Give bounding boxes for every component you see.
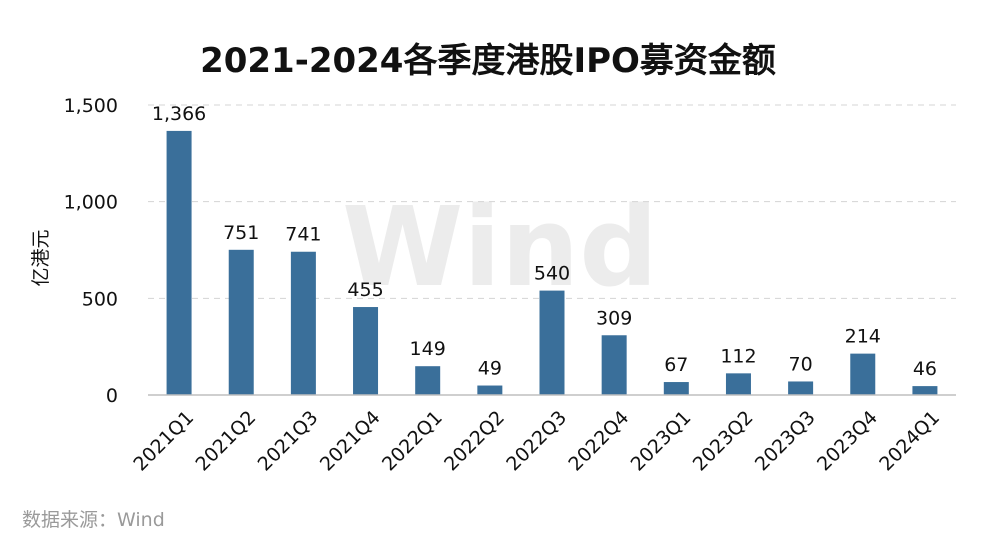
bar-2021Q3 <box>290 251 316 395</box>
bars <box>166 130 938 395</box>
x-tick-label: 2023Q2 <box>689 407 758 476</box>
data-label-2024Q1: 46 <box>913 358 937 380</box>
data-label-2023Q1: 67 <box>664 354 688 376</box>
data-label-2022Q2: 49 <box>478 358 502 380</box>
data-label-2022Q4: 309 <box>596 307 632 329</box>
y-axis-ticks: 0 500 1,000 1,500 <box>64 95 118 407</box>
x-tick-label: 2021Q1 <box>129 407 198 476</box>
data-label-2023Q3: 70 <box>789 353 813 375</box>
data-label-2021Q1: 1,366 <box>152 103 206 125</box>
y-tick-label: 1,000 <box>64 192 118 214</box>
bar-2022Q1 <box>415 366 441 395</box>
bar-2023Q3 <box>788 381 814 395</box>
bar-2022Q4 <box>601 335 627 395</box>
data-label-2022Q3: 540 <box>534 263 570 285</box>
y-tick-label: 500 <box>82 288 118 310</box>
y-tick-label: 0 <box>106 385 118 407</box>
x-tick-label: 2021Q2 <box>192 407 261 476</box>
data-label-2021Q4: 455 <box>347 279 383 301</box>
x-tick-label: 2021Q4 <box>316 407 385 476</box>
x-tick-label: 2021Q3 <box>254 407 323 476</box>
data-labels: 1,366 751 741 455 149 49 540 309 67 112 70 214 46 <box>152 103 937 380</box>
data-label-2021Q3: 741 <box>285 224 321 246</box>
bar-2022Q2 <box>477 385 503 395</box>
bar-2021Q1 <box>166 130 192 395</box>
x-tick-label: 2022Q2 <box>440 407 509 476</box>
data-label-2023Q4: 214 <box>845 326 881 348</box>
x-tick-label: 2022Q3 <box>502 407 571 476</box>
bar-2024Q1 <box>912 386 938 395</box>
x-tick-label: 2024Q1 <box>875 407 944 476</box>
x-tick-label: 2023Q1 <box>627 407 696 476</box>
bar-2023Q1 <box>663 382 689 395</box>
gridlines <box>148 104 956 299</box>
data-label-2023Q2: 112 <box>720 345 756 367</box>
y-axis-label: 亿港元 <box>30 229 52 286</box>
x-tick-label: 2023Q4 <box>813 407 882 476</box>
source-note: 数据来源：Wind <box>22 509 165 531</box>
x-tick-label: 2022Q4 <box>564 407 633 476</box>
data-label-2022Q1: 149 <box>410 338 446 360</box>
x-axis-ticks: 2021Q12021Q22021Q32021Q42022Q12022Q22022… <box>129 407 944 476</box>
bar-2023Q4 <box>850 353 876 395</box>
bar-2023Q2 <box>725 373 751 395</box>
x-tick-label: 2023Q3 <box>751 407 820 476</box>
x-tick-label: 2022Q1 <box>378 407 447 476</box>
bar-2022Q3 <box>539 290 565 395</box>
chart-title: 2021-2024各季度港股IPO募资金额 <box>200 41 776 81</box>
y-tick-label: 1,500 <box>64 95 118 117</box>
data-label-2021Q2: 751 <box>223 222 259 244</box>
bar-2021Q2 <box>228 249 254 395</box>
bar-2021Q4 <box>353 307 379 395</box>
wind-watermark-logo: Wind <box>342 183 658 311</box>
